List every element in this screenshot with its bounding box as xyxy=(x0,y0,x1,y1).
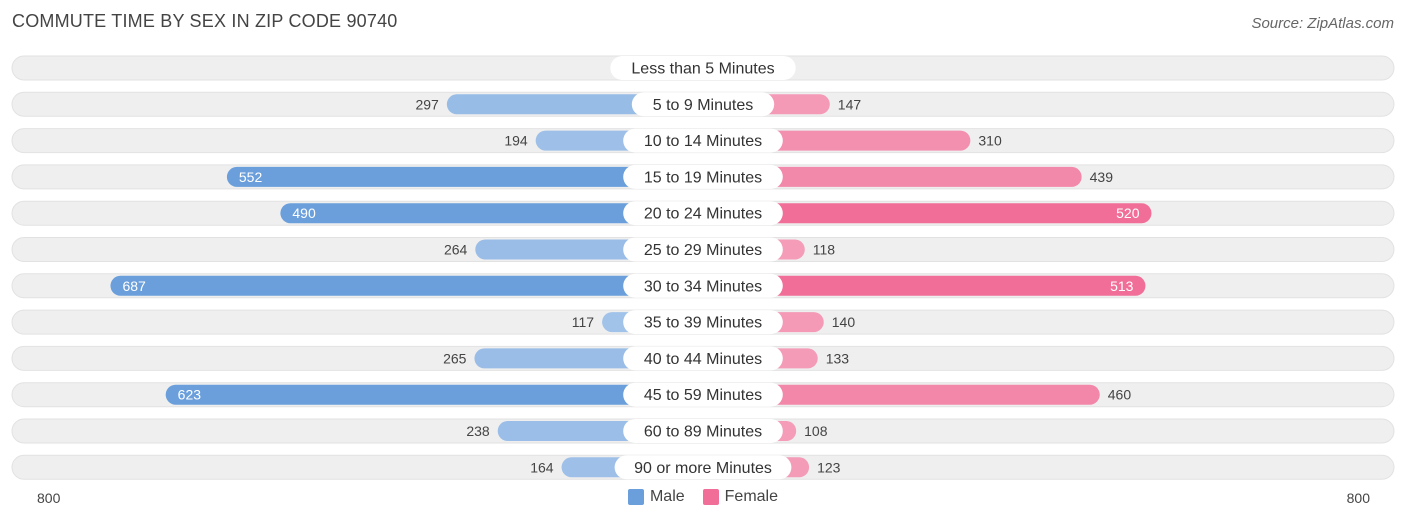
legend-label-male: Male xyxy=(649,488,685,505)
legend-item-female: Female xyxy=(702,488,779,506)
value-label-female: 147 xyxy=(838,96,862,112)
chart-title: COMMUTE TIME BY SEX IN ZIP CODE 90740 xyxy=(12,11,398,31)
value-label-male: 194 xyxy=(504,133,528,149)
axis-label-right: 800 xyxy=(1346,490,1370,506)
category-pill xyxy=(623,310,783,335)
category-label: 20 to 24 Minutes xyxy=(644,206,762,223)
category-label: 15 to 19 Minutes xyxy=(644,169,762,186)
bar-male xyxy=(280,203,713,224)
bar-male xyxy=(165,384,714,405)
value-label-male: 117 xyxy=(572,314,595,330)
value-label-female: 108 xyxy=(804,423,828,439)
category-pill xyxy=(610,56,796,80)
value-label-female: 460 xyxy=(1108,387,1132,403)
value-label-male: 164 xyxy=(530,459,554,475)
bar-male xyxy=(110,275,713,296)
bar-male xyxy=(226,166,713,187)
value-label-male: 623 xyxy=(178,387,202,403)
value-label-male: 297 xyxy=(415,96,439,112)
bar-female xyxy=(693,203,1152,224)
category-label: 10 to 14 Minutes xyxy=(644,133,762,150)
value-label-female: 133 xyxy=(826,350,850,366)
value-label-male: 238 xyxy=(466,423,490,439)
bar-female xyxy=(693,166,1082,187)
bar-female xyxy=(693,384,1100,405)
category-pill xyxy=(623,164,783,189)
legend-label-female: Female xyxy=(724,488,779,505)
value-label-male: 490 xyxy=(292,205,316,221)
chart-source: Source: ZipAtlas.com xyxy=(1251,15,1394,32)
value-label-female: 140 xyxy=(832,314,856,330)
axis-label-left: 800 xyxy=(37,490,61,506)
category-label: 90 or more Minutes xyxy=(634,460,772,477)
category-pill xyxy=(623,382,783,407)
category-label: 5 to 9 Minutes xyxy=(653,97,754,114)
bar-female xyxy=(693,275,1146,296)
category-pill xyxy=(623,128,783,153)
category-label: 40 to 44 Minutes xyxy=(644,351,762,368)
value-label-female: 310 xyxy=(978,133,1002,149)
category-label: 45 to 59 Minutes xyxy=(644,387,762,404)
legend-swatch-male xyxy=(627,489,644,505)
value-label-female: 513 xyxy=(1110,278,1134,294)
legend-swatch-female xyxy=(702,489,719,505)
category-label: 30 to 34 Minutes xyxy=(644,278,762,295)
category-pill xyxy=(623,419,783,443)
value-label-male: 264 xyxy=(444,242,468,258)
value-label-female: 123 xyxy=(817,459,841,475)
category-pill xyxy=(623,273,783,298)
category-label: 25 to 29 Minutes xyxy=(644,242,762,259)
value-label-male: 265 xyxy=(443,350,467,366)
chart-legend: Male Female xyxy=(0,488,1406,506)
value-label-female: 118 xyxy=(813,242,836,258)
category-pill xyxy=(614,455,792,480)
category-pill xyxy=(623,346,783,371)
category-label: Less than 5 Minutes xyxy=(631,61,774,78)
value-label-male: 687 xyxy=(122,278,146,294)
category-pill xyxy=(623,201,783,226)
category-label: 60 to 89 Minutes xyxy=(644,424,762,441)
value-label-female: 439 xyxy=(1090,169,1114,185)
value-label-male: 552 xyxy=(239,169,263,185)
legend-item-male: Male xyxy=(627,488,685,506)
category-pill xyxy=(623,237,783,262)
category-pill xyxy=(631,92,775,117)
category-label: 35 to 39 Minutes xyxy=(644,315,762,332)
value-label-female: 520 xyxy=(1116,205,1140,221)
